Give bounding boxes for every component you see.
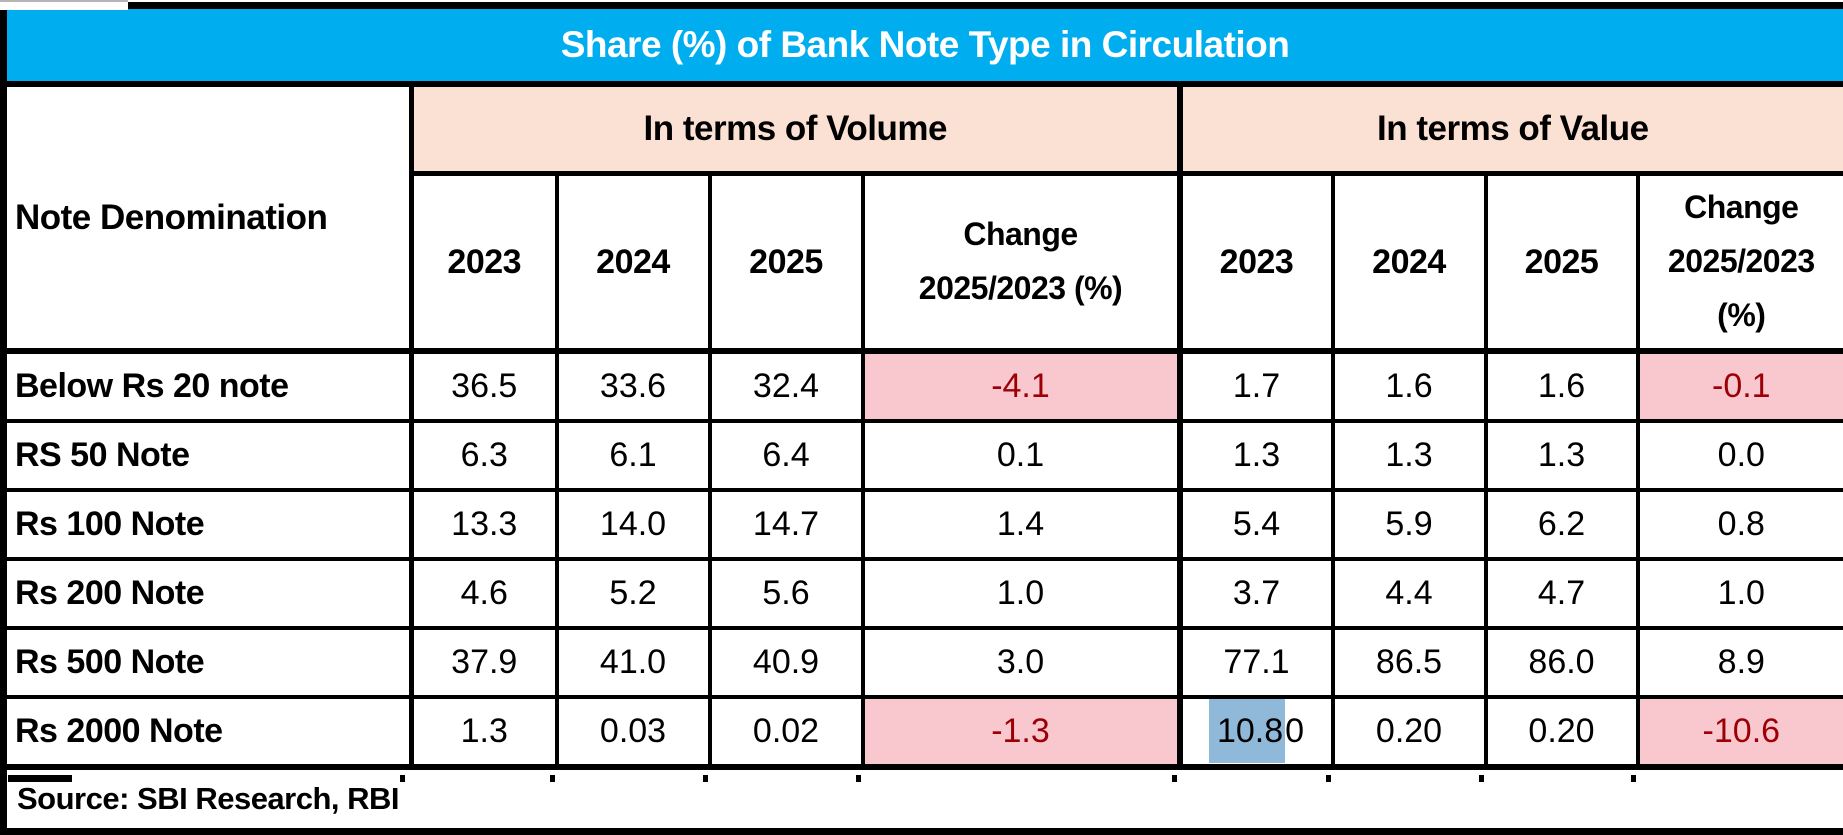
cell-volume-2025: 14.7: [710, 490, 863, 559]
selection-highlight: 10.8: [1209, 699, 1285, 763]
cell-value-2023: 77.1: [1180, 628, 1333, 697]
volume-change-header-line1: Change: [866, 208, 1176, 262]
cell-value-change: 0.8: [1638, 490, 1843, 559]
cell-volume-2024: 41.0: [557, 628, 710, 697]
table-row-rs-50: RS 50 Note 6.3 6.1 6.4 0.1 1.3 1.3 1.3 0…: [4, 421, 1843, 490]
value-change-header: Change 2025/2023 (%): [1638, 174, 1843, 352]
cell-value-2023: 3.7: [1180, 559, 1333, 628]
row-label: RS 50 Note: [4, 421, 412, 490]
cell-value-2023: 1.7: [1180, 351, 1333, 421]
cell-value-2025: 4.7: [1486, 559, 1638, 628]
cell-value-2023-rest: 0: [1285, 712, 1304, 750]
cell-volume-2023: 13.3: [412, 490, 557, 559]
cell-value-2024: 5.9: [1333, 490, 1486, 559]
cell-value-2024: 86.5: [1333, 628, 1486, 697]
row-label: Rs 2000 Note: [4, 697, 412, 767]
cell-volume-change: 1.0: [863, 559, 1180, 628]
cell-volume-change: 1.4: [863, 490, 1180, 559]
cell-volume-2025: 0.02: [710, 697, 863, 767]
cell-volume-2023: 1.3: [412, 697, 557, 767]
table-row-rs-100: Rs 100 Note 13.3 14.0 14.7 1.4 5.4 5.9 6…: [4, 490, 1843, 559]
cell-volume-change: -1.3: [863, 697, 1180, 767]
cell-value-change: 0.0: [1638, 421, 1843, 490]
bottom-border-stub: [703, 775, 708, 782]
value-year-header-2024: 2024: [1333, 174, 1486, 352]
cell-volume-change: 3.0: [863, 628, 1180, 697]
volume-change-header-line2: 2025/2023 (%): [866, 262, 1176, 316]
cell-volume-2025: 6.4: [710, 421, 863, 490]
cell-volume-change: -4.1: [863, 351, 1180, 421]
cell-volume-2023: 4.6: [412, 559, 557, 628]
table-row-rs-200: Rs 200 Note 4.6 5.2 5.6 1.0 3.7 4.4 4.7 …: [4, 559, 1843, 628]
cell-volume-2024: 14.0: [557, 490, 710, 559]
cell-volume-2024: 33.6: [557, 351, 710, 421]
value-change-header-line3: (%): [1641, 289, 1843, 343]
cell-value-2024: 1.3: [1333, 421, 1486, 490]
cell-value-change: 8.9: [1638, 628, 1843, 697]
table-row-rs-500: Rs 500 Note 37.9 41.0 40.9 3.0 77.1 86.5…: [4, 628, 1843, 697]
cell-volume-2025: 5.6: [710, 559, 863, 628]
row-label: Rs 500 Note: [4, 628, 412, 697]
cell-volume-2025: 40.9: [710, 628, 863, 697]
cell-value-2024: 0.20: [1333, 697, 1486, 767]
bottom-border-stub: [1479, 775, 1484, 782]
bottom-border-stub: [550, 775, 555, 782]
volume-year-header-2024: 2024: [557, 174, 710, 352]
cell-value-2024: 1.6: [1333, 351, 1486, 421]
cell-value-change: -0.1: [1638, 351, 1843, 421]
cell-value-change: -10.6: [1638, 697, 1843, 767]
value-change-header-line1: Change: [1641, 181, 1843, 235]
column-group-value: In terms of Value: [1180, 84, 1843, 174]
cell-value-2025: 1.6: [1486, 351, 1638, 421]
cell-value-2025: 6.2: [1486, 490, 1638, 559]
volume-year-header-2025: 2025: [710, 174, 863, 352]
cell-value-2025: 0.20: [1486, 697, 1638, 767]
spreadsheet-gridline: [0, 0, 128, 2]
bottom-border-stub: [1326, 775, 1331, 782]
bottom-border-stub: [856, 775, 861, 782]
cell-volume-2024: 5.2: [557, 559, 710, 628]
cell-volume-2023: 37.9: [412, 628, 557, 697]
title-row: Share (%) of Bank Note Type in Circulati…: [4, 6, 1843, 85]
cell-volume-2024: 0.03: [557, 697, 710, 767]
volume-year-header-2023: 2023: [412, 174, 557, 352]
bottom-border-stub: [400, 775, 405, 782]
bottom-border-stub: [1172, 775, 1177, 782]
cell-value-2023: 5.4: [1180, 490, 1333, 559]
column-group-volume: In terms of Volume: [412, 84, 1180, 174]
row-label: Below Rs 20 note: [4, 351, 412, 421]
row-label: Rs 200 Note: [4, 559, 412, 628]
cell-volume-change: 0.1: [863, 421, 1180, 490]
source-note: Source: SBI Research, RBI: [4, 767, 1843, 832]
row-label: Rs 100 Note: [4, 490, 412, 559]
cell-value-2023-highlighted: 10.80: [1180, 697, 1333, 767]
cell-value-2025: 1.3: [1486, 421, 1638, 490]
table-title: Share (%) of Bank Note Type in Circulati…: [4, 6, 1843, 85]
volume-change-header: Change 2025/2023 (%): [863, 174, 1180, 352]
cell-value-2023: 1.3: [1180, 421, 1333, 490]
cell-value-2025: 86.0: [1486, 628, 1638, 697]
source-row: Source: SBI Research, RBI: [4, 767, 1843, 832]
cell-value-2024: 4.4: [1333, 559, 1486, 628]
bottom-left-border-artifact: [8, 775, 72, 782]
cell-volume-2024: 6.1: [557, 421, 710, 490]
cell-volume-2025: 32.4: [710, 351, 863, 421]
table-row-below-rs-20: Below Rs 20 note 36.5 33.6 32.4 -4.1 1.7…: [4, 351, 1843, 421]
bottom-border-stub: [1631, 775, 1636, 782]
cell-value-change: 1.0: [1638, 559, 1843, 628]
corner-header-note-denomination: Note Denomination: [4, 84, 412, 351]
value-year-header-2025: 2025: [1486, 174, 1638, 352]
value-change-header-line2: 2025/2023: [1641, 235, 1843, 289]
cell-volume-2023: 6.3: [412, 421, 557, 490]
value-year-header-2023: 2023: [1180, 174, 1333, 352]
group-header-row: Note Denomination In terms of Volume In …: [4, 84, 1843, 174]
cell-volume-2023: 36.5: [412, 351, 557, 421]
table-row-rs-2000: Rs 2000 Note 1.3 0.03 0.02 -1.3 10.80 0.…: [4, 697, 1843, 767]
